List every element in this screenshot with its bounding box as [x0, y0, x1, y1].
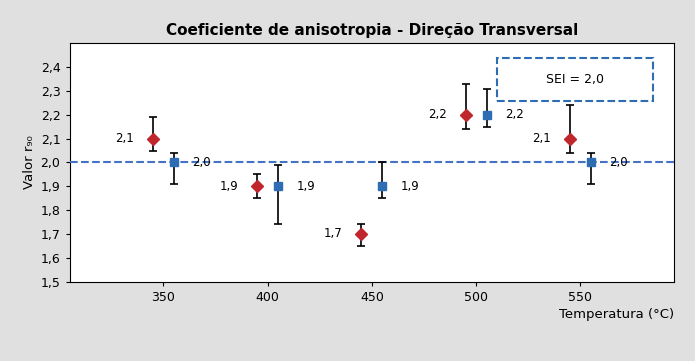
Title: Coeficiente de anisotropia - Direção Transversal: Coeficiente de anisotropia - Direção Tra…: [165, 23, 578, 38]
Text: 2,2: 2,2: [428, 108, 447, 121]
Text: 2,0: 2,0: [193, 156, 211, 169]
X-axis label: Temperatura (°C): Temperatura (°C): [559, 308, 674, 321]
Text: 1,9: 1,9: [297, 180, 316, 193]
FancyBboxPatch shape: [497, 58, 653, 100]
Text: 2,0: 2,0: [610, 156, 628, 169]
Text: 2,1: 2,1: [115, 132, 134, 145]
Text: 1,9: 1,9: [401, 180, 420, 193]
Text: SEI = 2,0: SEI = 2,0: [546, 73, 604, 86]
Text: 2,2: 2,2: [505, 108, 524, 121]
Text: 1,9: 1,9: [220, 180, 238, 193]
Text: 2,1: 2,1: [532, 132, 551, 145]
Y-axis label: Valor r₉₀: Valor r₉₀: [24, 135, 36, 190]
Text: 1,7: 1,7: [324, 227, 343, 240]
